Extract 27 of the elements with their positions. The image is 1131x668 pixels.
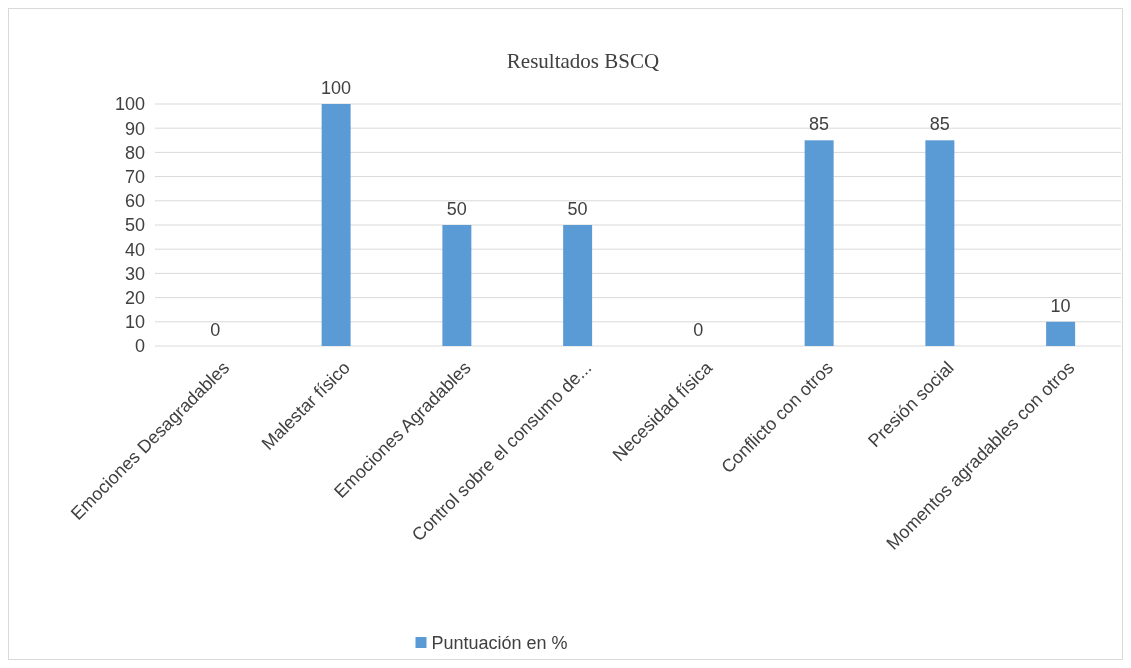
data-label: 0 bbox=[210, 320, 221, 340]
bar bbox=[563, 225, 593, 346]
data-label: 85 bbox=[809, 114, 830, 135]
y-tick-label: 90 bbox=[124, 118, 145, 139]
y-tick-label: 20 bbox=[124, 287, 145, 308]
bar bbox=[804, 140, 834, 346]
y-tick-label: 50 bbox=[124, 215, 145, 236]
y-tick-label: 0 bbox=[134, 336, 145, 357]
data-label: 0 bbox=[693, 320, 704, 340]
y-tick-label: 40 bbox=[124, 239, 145, 260]
y-tick-label: 10 bbox=[124, 312, 145, 333]
bar bbox=[1046, 321, 1076, 346]
y-tick-label: 80 bbox=[124, 142, 145, 163]
bar bbox=[925, 140, 955, 346]
y-tick-label: 30 bbox=[124, 263, 145, 284]
y-tick-label: 100 bbox=[114, 94, 145, 115]
data-label: 50 bbox=[446, 199, 467, 219]
y-tick-label: 60 bbox=[124, 191, 145, 212]
data-label: 85 bbox=[929, 114, 950, 135]
y-tick-label: 70 bbox=[124, 166, 145, 187]
data-label: 50 bbox=[567, 199, 588, 219]
data-label: 100 bbox=[321, 78, 352, 98]
data-label: 10 bbox=[1050, 295, 1071, 316]
bar bbox=[321, 104, 351, 346]
bar bbox=[442, 225, 472, 346]
chart-title: Resultados BSCQ bbox=[506, 49, 660, 73]
legend-label: Puntuación en % bbox=[431, 633, 568, 654]
